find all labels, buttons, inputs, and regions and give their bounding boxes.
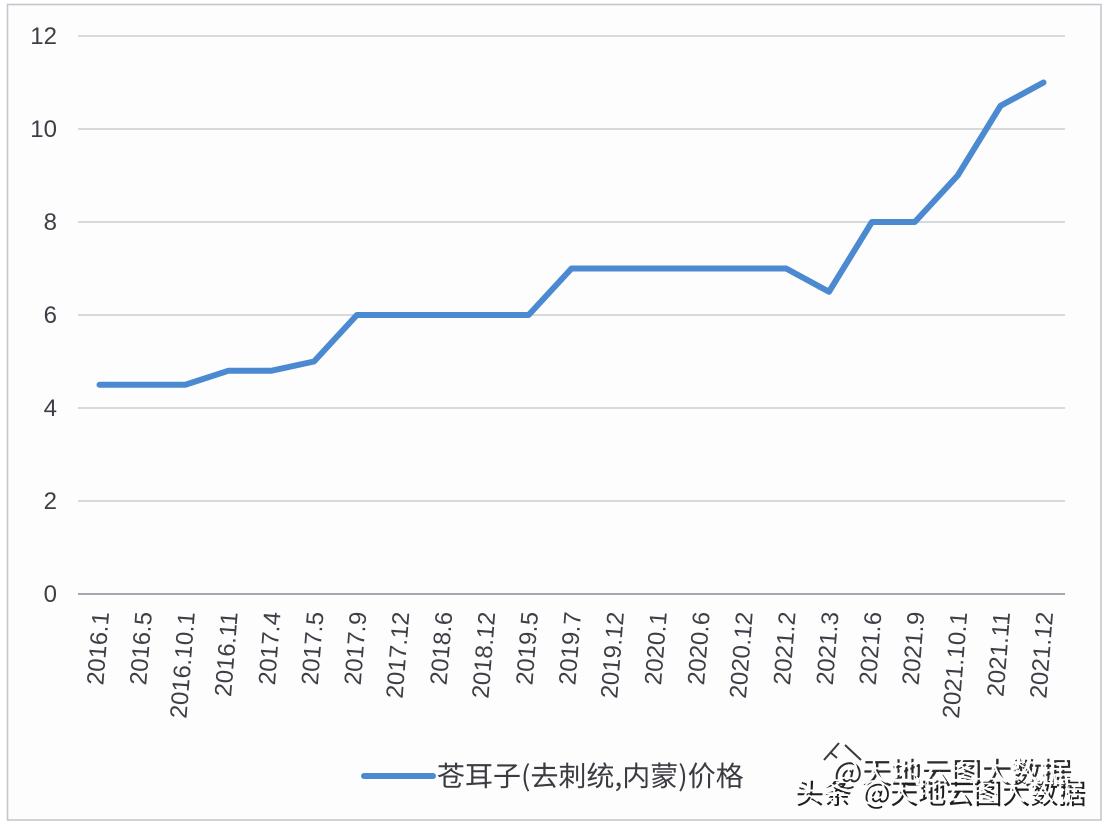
svg-text:2019.7: 2019.7	[554, 611, 587, 686]
svg-text:10: 10	[30, 116, 57, 143]
svg-text:2017.9: 2017.9	[340, 611, 373, 686]
svg-text:8: 8	[44, 209, 57, 236]
svg-text:2019.5: 2019.5	[511, 611, 544, 686]
svg-text:2016.1: 2016.1	[82, 611, 115, 686]
svg-text:2021.6: 2021.6	[855, 611, 888, 686]
svg-text:2: 2	[44, 488, 57, 515]
svg-text:6: 6	[44, 302, 57, 329]
svg-text:2021.2: 2021.2	[769, 611, 802, 686]
svg-text:2016.11: 2016.11	[210, 611, 244, 698]
svg-text:0: 0	[44, 581, 57, 608]
svg-text:2017.5: 2017.5	[297, 611, 330, 686]
svg-text:4: 4	[44, 395, 57, 422]
svg-text:2020.1: 2020.1	[640, 611, 673, 686]
svg-text:2021.11: 2021.11	[982, 611, 1016, 698]
svg-text:2017.4: 2017.4	[254, 611, 287, 686]
svg-text:12: 12	[30, 23, 57, 50]
svg-text:2021.9: 2021.9	[898, 611, 931, 686]
svg-text:2020.6: 2020.6	[683, 611, 716, 686]
svg-text:2016.5: 2016.5	[125, 611, 158, 686]
svg-text:2018.6: 2018.6	[426, 611, 459, 686]
svg-text:2021.3: 2021.3	[812, 611, 845, 686]
